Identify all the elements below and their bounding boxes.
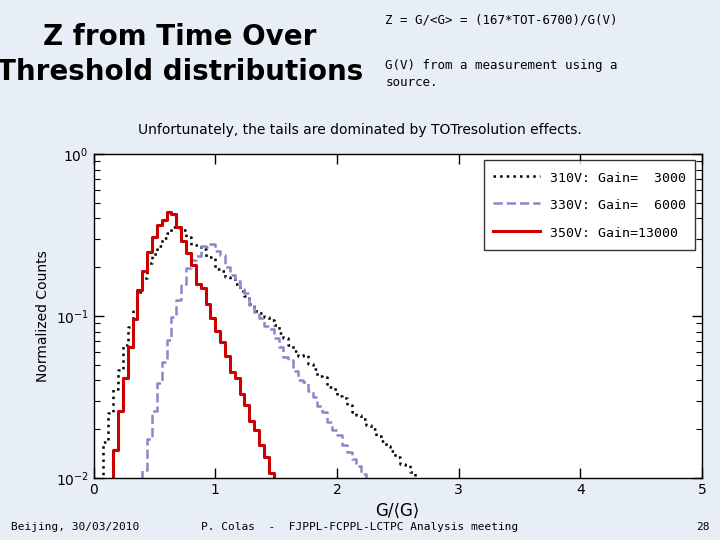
Text: 28: 28 [696,522,709,532]
Text: Z from Time Over
Threshold distributions: Z from Time Over Threshold distributions [0,23,363,86]
Text: Beijing, 30/03/2010: Beijing, 30/03/2010 [11,522,139,532]
Text: P. Colas  -  FJPPL-FCPPL-LCTPC Analysis meeting: P. Colas - FJPPL-FCPPL-LCTPC Analysis me… [202,522,518,532]
Legend: 310V: Gain=  3000, 330V: Gain=  6000, 350V: Gain=13000: 310V: Gain= 3000, 330V: Gain= 6000, 350V… [484,160,696,249]
Text: Z = G/<G> = (167*TOT-6700)/G(V): Z = G/<G> = (167*TOT-6700)/G(V) [385,14,618,26]
Text: G(V) from a measurement using a
source.: G(V) from a measurement using a source. [385,59,618,89]
X-axis label: G/⟨G⟩: G/⟨G⟩ [376,502,420,521]
Text: Unfortunately, the tails are dominated by TOTresolution effects.: Unfortunately, the tails are dominated b… [138,123,582,137]
Y-axis label: Normalized Counts: Normalized Counts [36,250,50,382]
